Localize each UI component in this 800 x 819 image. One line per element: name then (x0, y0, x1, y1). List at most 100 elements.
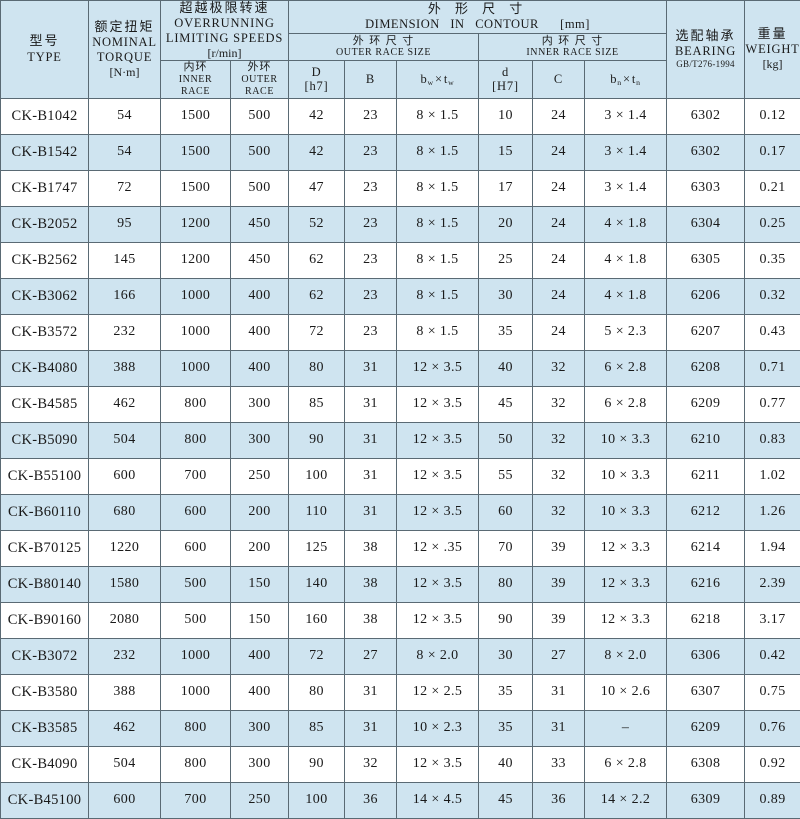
cell-bearing: 6209 (667, 710, 745, 746)
cell-outer-D: 85 (289, 710, 345, 746)
cell-weight: 0.32 (745, 278, 800, 314)
cell-inner-bn-tn: 12 × 3.3 (585, 566, 667, 602)
cell-outer-D: 72 (289, 314, 345, 350)
cell-outer-B: 32 (345, 746, 397, 782)
header-type-en: TYPE (1, 50, 88, 65)
cell-outer-bw-tw: 8 × 1.5 (397, 206, 479, 242)
cell-inner-C: 24 (533, 242, 585, 278)
cell-outer-B: 36 (345, 782, 397, 818)
cell-outer-D: 62 (289, 242, 345, 278)
cell-outer-B: 31 (345, 386, 397, 422)
cell-nominal-torque: 600 (89, 458, 161, 494)
cell-weight: 0.21 (745, 170, 800, 206)
cell-inner-d: 45 (479, 386, 533, 422)
cell-weight: 0.92 (745, 746, 800, 782)
cell-outer-B: 27 (345, 638, 397, 674)
cell-inner-C: 32 (533, 350, 585, 386)
header-speeds-en2: LIMITING SPEEDS (161, 31, 288, 46)
header-inner-speed-en1: INNER (161, 74, 230, 86)
cell-inner-C: 24 (533, 206, 585, 242)
header-col-C: C (533, 60, 585, 98)
cell-outer-bw-tw: 8 × 1.5 (397, 278, 479, 314)
cell-inner-bn-tn: 8 × 2.0 (585, 638, 667, 674)
cell-nominal-torque: 462 (89, 386, 161, 422)
cell-bearing: 6305 (667, 242, 745, 278)
header-outer-race-speed: 外环 OUTER RACE (231, 60, 289, 98)
cell-bearing: 6218 (667, 602, 745, 638)
cell-inner-d: 55 (479, 458, 533, 494)
header-col-bw-tw: bw×tw (397, 60, 479, 98)
header-nominal-torque: 额定扭矩 NOMINAL TORQUE [N·m] (89, 1, 161, 99)
cell-inner-bn-tn: 14 × 2.2 (585, 782, 667, 818)
cell-outer-D: 42 (289, 134, 345, 170)
cell-inner-race-speed: 1000 (161, 350, 231, 386)
cell-inner-race-speed: 1200 (161, 206, 231, 242)
cell-inner-bn-tn: 10 × 3.3 (585, 422, 667, 458)
cell-inner-race-speed: 600 (161, 530, 231, 566)
cell-inner-bn-tn: 6 × 2.8 (585, 746, 667, 782)
cell-inner-bn-tn: 3 × 1.4 (585, 134, 667, 170)
cell-outer-race-speed: 250 (231, 782, 289, 818)
cell-weight: 0.12 (745, 98, 800, 134)
cell-inner-d: 30 (479, 278, 533, 314)
cell-bearing: 6309 (667, 782, 745, 818)
header-dimension-en: DIMENSION IN CONTOUR [mm] (289, 17, 666, 32)
cell-type: CK-B4080 (1, 350, 89, 386)
cell-outer-race-speed: 150 (231, 602, 289, 638)
header-bw-tw-symbol: bw×tw (397, 72, 478, 87)
cell-type: CK-B45100 (1, 782, 89, 818)
cell-outer-race-speed: 300 (231, 710, 289, 746)
cell-inner-bn-tn: 3 × 1.4 (585, 170, 667, 206)
cell-inner-C: 24 (533, 170, 585, 206)
cell-outer-race-speed: 300 (231, 746, 289, 782)
cell-outer-D: 125 (289, 530, 345, 566)
cell-outer-bw-tw: 12 × 2.5 (397, 674, 479, 710)
cell-weight: 1.94 (745, 530, 800, 566)
cell-bearing: 6307 (667, 674, 745, 710)
cell-outer-bw-tw: 8 × 1.5 (397, 98, 479, 134)
cell-inner-race-speed: 1000 (161, 638, 231, 674)
cell-inner-C: 32 (533, 422, 585, 458)
cell-outer-D: 85 (289, 386, 345, 422)
cell-weight: 0.76 (745, 710, 800, 746)
cell-inner-race-speed: 1000 (161, 314, 231, 350)
cell-nominal-torque: 1220 (89, 530, 161, 566)
header-inner-speed-en2: RACE (161, 86, 230, 98)
cell-weight: 0.83 (745, 422, 800, 458)
cell-inner-race-speed: 700 (161, 782, 231, 818)
cell-outer-race-speed: 400 (231, 278, 289, 314)
cell-type: CK-B5090 (1, 422, 89, 458)
header-outer-race-size: 外 环 尺 寸 OUTER RACE SIZE (289, 33, 479, 60)
header-bearing-cn: 选配轴承 (667, 29, 744, 44)
cell-inner-race-speed: 1200 (161, 242, 231, 278)
cell-outer-B: 23 (345, 314, 397, 350)
header-col-d: d [H7] (479, 60, 533, 98)
cell-weight: 2.39 (745, 566, 800, 602)
cell-type: CK-B70125 (1, 530, 89, 566)
cell-nominal-torque: 388 (89, 674, 161, 710)
cell-outer-B: 31 (345, 674, 397, 710)
cell-bearing: 6302 (667, 98, 745, 134)
cell-nominal-torque: 1580 (89, 566, 161, 602)
header-inner-race-speed: 内环 INNER RACE (161, 60, 231, 98)
header-col-D: D [h7] (289, 60, 345, 98)
cell-inner-race-speed: 500 (161, 566, 231, 602)
cell-inner-C: 36 (533, 782, 585, 818)
cell-inner-bn-tn: 6 × 2.8 (585, 350, 667, 386)
cell-outer-bw-tw: 12 × 3.5 (397, 458, 479, 494)
cell-weight: 0.42 (745, 638, 800, 674)
cell-outer-B: 23 (345, 206, 397, 242)
cell-nominal-torque: 166 (89, 278, 161, 314)
cell-type: CK-B3572 (1, 314, 89, 350)
cell-inner-d: 25 (479, 242, 533, 278)
cell-nominal-torque: 232 (89, 638, 161, 674)
header-D-tolerance: [h7] (289, 79, 344, 94)
